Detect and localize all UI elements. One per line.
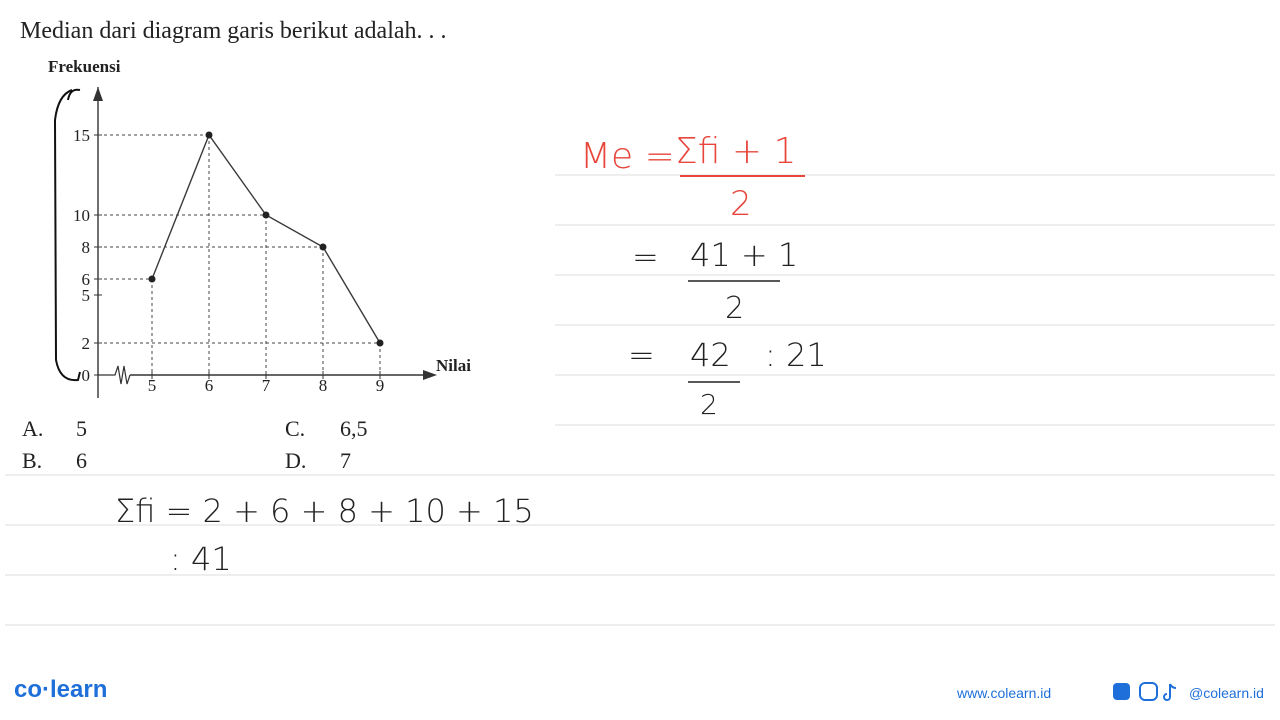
y-tick-label: 8: [82, 238, 91, 257]
y-axis-label: Frekuensi: [48, 57, 121, 76]
tiktok-icon: [1163, 683, 1177, 701]
step3-result: : 21: [765, 336, 827, 374]
y-axis-arrow: [93, 87, 103, 101]
option-text: 6,5: [340, 416, 368, 441]
equals: =: [632, 238, 659, 276]
ruled-lines: [5, 174, 1275, 626]
option-letter: C.: [285, 416, 305, 441]
option-text: 6: [76, 448, 87, 473]
y-tick-label: 6: [82, 270, 91, 289]
annotation-bracket: [53, 88, 81, 382]
x-axis-arrow: [423, 370, 437, 380]
median-lhs: Me =: [580, 136, 675, 177]
data-point: [262, 211, 270, 219]
footer: co·learn www.colearn.id @colearn.id: [14, 676, 1264, 703]
equals: =: [628, 336, 655, 374]
y-tick-label: 0: [82, 366, 91, 385]
sum-result: : 41: [170, 540, 232, 578]
brand-logo: co·learn: [14, 676, 107, 703]
sum-line: Σfi = 2 + 6 + 8 + 10 + 15: [115, 492, 534, 530]
question: Median dari diagram garis berikut adalah…: [20, 18, 447, 44]
x-tick-label: 6: [205, 376, 214, 395]
data-point: [148, 275, 156, 283]
median-denominator: 2: [730, 184, 752, 224]
x-axis-label: Nilai: [436, 356, 471, 375]
website: www.colearn.id: [956, 685, 1051, 701]
y-tick-label: 15: [73, 126, 90, 145]
axis-break: [98, 365, 131, 385]
median-numerator: Σfi + 1: [675, 131, 796, 172]
option-text: 5: [76, 416, 87, 441]
social-handle: @colearn.id: [1189, 685, 1264, 701]
data-point: [376, 339, 384, 347]
data-point: [319, 243, 327, 251]
option-letter: B.: [22, 448, 42, 473]
step3-denominator: 2: [700, 388, 718, 421]
step3-numerator: 42: [690, 336, 731, 374]
step2-denominator: 2: [725, 291, 744, 326]
option-text: 7: [340, 448, 351, 473]
option-letter: A.: [22, 416, 43, 441]
x-tick-label: 7: [262, 376, 271, 395]
options: A. 5 B. 6 C. 6,5 D. 7: [22, 416, 368, 473]
x-tick-label: 5: [148, 376, 157, 395]
handwritten-work: Me = Σfi + 1 2 = 41 + 1 2 = 42 2 : 21 Σf…: [115, 131, 827, 578]
facebook-icon: [1113, 683, 1130, 700]
instagram-icon: [1139, 682, 1158, 701]
y-tick-label: 10: [73, 206, 90, 225]
y-tick-label: 5: [82, 286, 91, 305]
y-tick-label: 2: [82, 334, 91, 353]
step2-numerator: 41 + 1: [690, 236, 798, 274]
x-tick-label: 9: [376, 376, 385, 395]
x-tick-label: 8: [319, 376, 328, 395]
option-letter: D.: [285, 448, 306, 473]
data-point: [205, 131, 213, 139]
